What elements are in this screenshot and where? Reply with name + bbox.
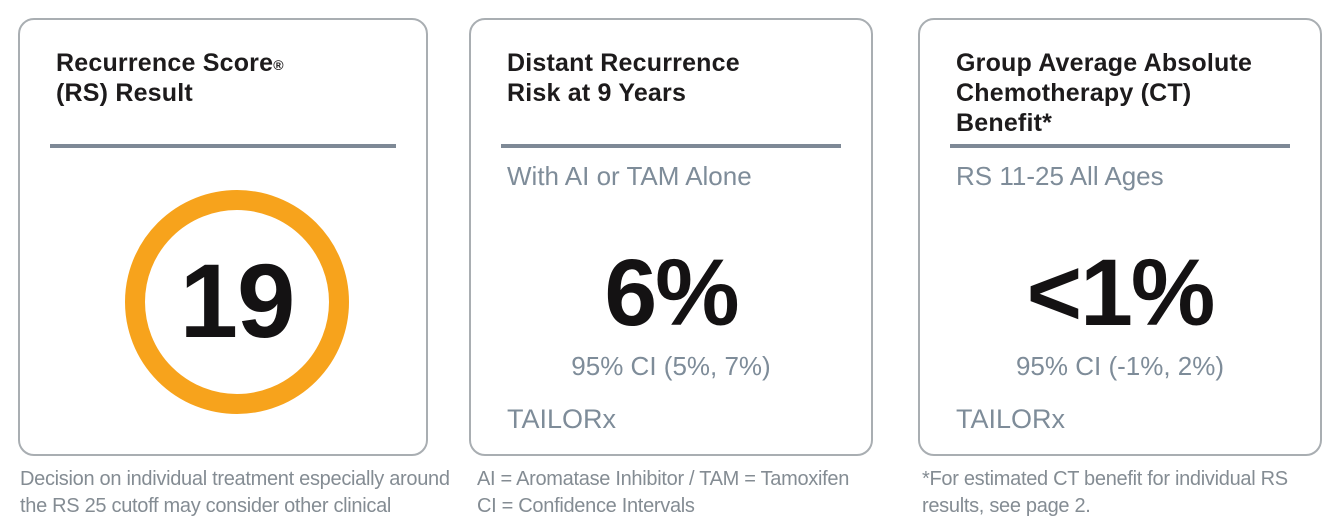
score-circle-icon — [125, 190, 349, 414]
title-line-2: Risk at 9 Years — [507, 79, 687, 107]
title-line-3: Benefit* — [956, 109, 1053, 137]
card-chemotherapy-benefit: Group Average Absolute Chemotherapy (CT)… — [918, 18, 1322, 456]
ct-benefit-value: <1% — [1026, 240, 1216, 346]
card-title-distant-recurrence: Distant Recurrence Risk at 9 Years — [507, 48, 847, 108]
card-recurrence-score-result: Recurrence Score® (RS) Result 19 — [18, 18, 428, 456]
footnote-line-1: Decision on individual treatment especia… — [20, 468, 450, 490]
card-title-recurrence-score: Recurrence Score® (RS) Result — [56, 48, 402, 108]
treatment-context-label: With AI or TAM Alone — [507, 161, 752, 191]
footnote-abbreviations: AI = Aromatase Inhibitor / TAM = Tamoxif… — [477, 466, 877, 520]
footnote-line-2: CI = Confidence Intervals — [477, 495, 695, 517]
card-title-ct-benefit: Group Average Absolute Chemotherapy (CT)… — [956, 48, 1296, 138]
title-divider — [501, 144, 841, 148]
recurrence-score-value: 19 — [179, 243, 296, 360]
title-line-2: Chemotherapy (CT) — [956, 79, 1192, 107]
footnote-recurrence-score: Decision on individual treatment especia… — [20, 466, 458, 520]
footnote-ct-benefit: *For estimated CT benefit for individual… — [922, 466, 1330, 520]
study-source-label: TAILORx — [507, 404, 617, 434]
group-context-label: RS 11-25 All Ages — [956, 161, 1164, 191]
confidence-interval: 95% CI (-1%, 2%) — [1015, 351, 1225, 381]
title-line-1: Group Average Absolute — [956, 49, 1253, 77]
footnote-line-1: *For estimated CT benefit for individual… — [922, 468, 1288, 490]
title-line-2: (RS) Result — [56, 79, 193, 107]
study-source-label: TAILORx — [956, 404, 1066, 434]
footnote-line-2: results, see page 2. — [922, 495, 1091, 517]
title-divider — [50, 144, 396, 148]
footnote-line-2: the RS 25 cutoff may consider other clin… — [20, 495, 392, 517]
title-divider — [950, 144, 1290, 148]
confidence-interval: 95% CI (5%, 7%) — [571, 351, 771, 381]
footnote-line-1: AI = Aromatase Inhibitor / TAM = Tamoxif… — [477, 468, 850, 490]
title-line-1: Distant Recurrence — [507, 49, 740, 77]
card-distant-recurrence-risk: Distant Recurrence Risk at 9 Years With … — [469, 18, 873, 456]
title-line-1: Recurrence Score — [56, 49, 274, 77]
registered-trademark-symbol: ® — [273, 57, 284, 73]
distant-recurrence-risk-value: 6% — [604, 240, 739, 346]
